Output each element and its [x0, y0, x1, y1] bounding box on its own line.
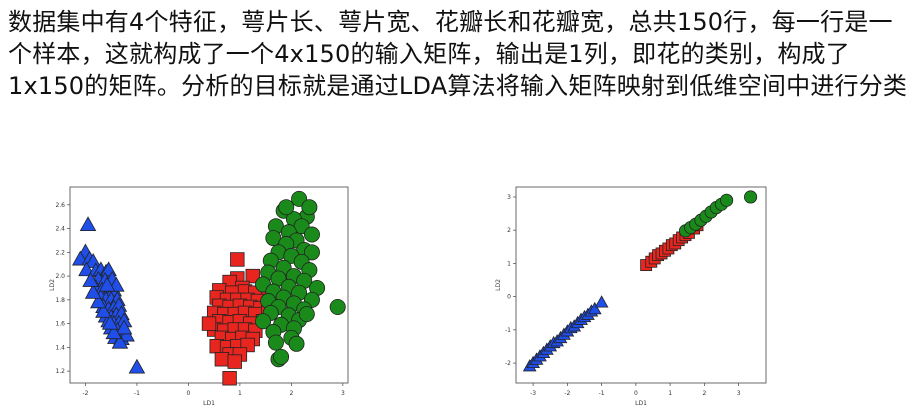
circle-point	[278, 199, 295, 216]
y-tick-label: 2.4	[55, 226, 65, 233]
triangle-point	[105, 324, 123, 340]
triangle-point	[594, 295, 609, 308]
x-tick-label: 3	[737, 390, 741, 397]
x-tick-label: -2	[564, 390, 570, 397]
square-point	[214, 352, 230, 367]
triangle-point	[587, 301, 602, 315]
circle-point	[301, 199, 318, 216]
x-tick-label: 2	[702, 390, 706, 397]
x-tick-label: -1	[134, 390, 140, 397]
y-tick-label: -1	[505, 327, 511, 334]
y-tick-label: 2	[507, 227, 511, 234]
y-tick-label: 2.6	[55, 202, 65, 209]
square-point	[227, 354, 242, 369]
triangle-point	[79, 216, 97, 232]
y-tick-label: 0	[507, 294, 511, 301]
x-axis-label: LD1	[203, 400, 215, 407]
circle-point	[255, 313, 272, 330]
triangle-point	[95, 302, 112, 318]
triangle-point	[82, 272, 99, 287]
circle-point	[303, 244, 320, 261]
x-tick-label: -3	[530, 390, 536, 397]
x-tick-label: 0	[186, 390, 190, 397]
square-point	[245, 268, 260, 284]
body-paragraph: 数据集中有4个特征，萼片长、萼片宽、花瓣长和花瓣宽，总共150行，每一行是一个样…	[8, 8, 908, 100]
circle-point	[303, 226, 320, 243]
triangle-point	[111, 333, 129, 349]
x-tick-label: 3	[341, 390, 345, 397]
circle-point	[267, 334, 284, 351]
square-point	[201, 316, 217, 331]
y-tick-label: 2.0	[55, 273, 65, 280]
triangle-point	[101, 314, 119, 330]
y-tick-label: 1	[507, 260, 511, 267]
plot-area: -2 -1 0 1 2 3 1.2 1.4 1.6 1.8 2.0 2.2 2.4 2.6 LD1 LD2	[49, 186, 349, 407]
square-point	[230, 252, 245, 267]
x-tick-label: 1	[668, 390, 672, 397]
y-tick-label: 1.8	[55, 297, 65, 304]
circle-point	[298, 306, 315, 323]
circle-point	[273, 348, 290, 365]
x-tick-label: 1	[238, 390, 242, 397]
scatter-plot-right: -3 -2 -1 0 1 2 3 -2 -1 0 1 2 3 LD1 LD2	[495, 186, 767, 407]
y-tick-label: 2.2	[55, 249, 65, 256]
square-point	[222, 371, 237, 386]
triangle-point	[90, 293, 107, 309]
y-tick-label: -2	[505, 360, 511, 367]
circle-point	[329, 298, 346, 315]
x-axis-label: LD1	[635, 400, 647, 407]
y-tick-label: 1.6	[55, 321, 65, 328]
circle-point	[744, 190, 758, 204]
x-tick-label: 0	[634, 390, 638, 397]
circle-point	[288, 335, 305, 352]
plot-frame	[69, 186, 349, 384]
y-axis-label: LD2	[49, 279, 56, 291]
x-tick-label: 2	[289, 390, 293, 397]
triangle-point	[115, 319, 133, 335]
plot-area: -3 -2 -1 0 1 2 3 -2 -1 0 1 2 3 LD1 LD2	[495, 186, 767, 407]
circle-point	[720, 193, 734, 207]
plot-frame	[515, 186, 767, 384]
x-tick-label: -2	[82, 390, 88, 397]
y-tick-label: 1.2	[55, 368, 65, 375]
triangle-point	[84, 283, 102, 299]
triangle-point	[98, 276, 116, 292]
scatter-plot-left: -2 -1 0 1 2 3 1.2 1.4 1.6 1.8 2.0 2.2 2.4 2.6 LD1 LD2	[49, 186, 349, 407]
triangle-point	[128, 358, 146, 374]
y-tick-label: 1.4	[55, 344, 65, 351]
y-tick-label: 3	[507, 194, 511, 201]
y-axis-label: LD2	[495, 279, 502, 291]
x-tick-label: -1	[599, 390, 605, 397]
